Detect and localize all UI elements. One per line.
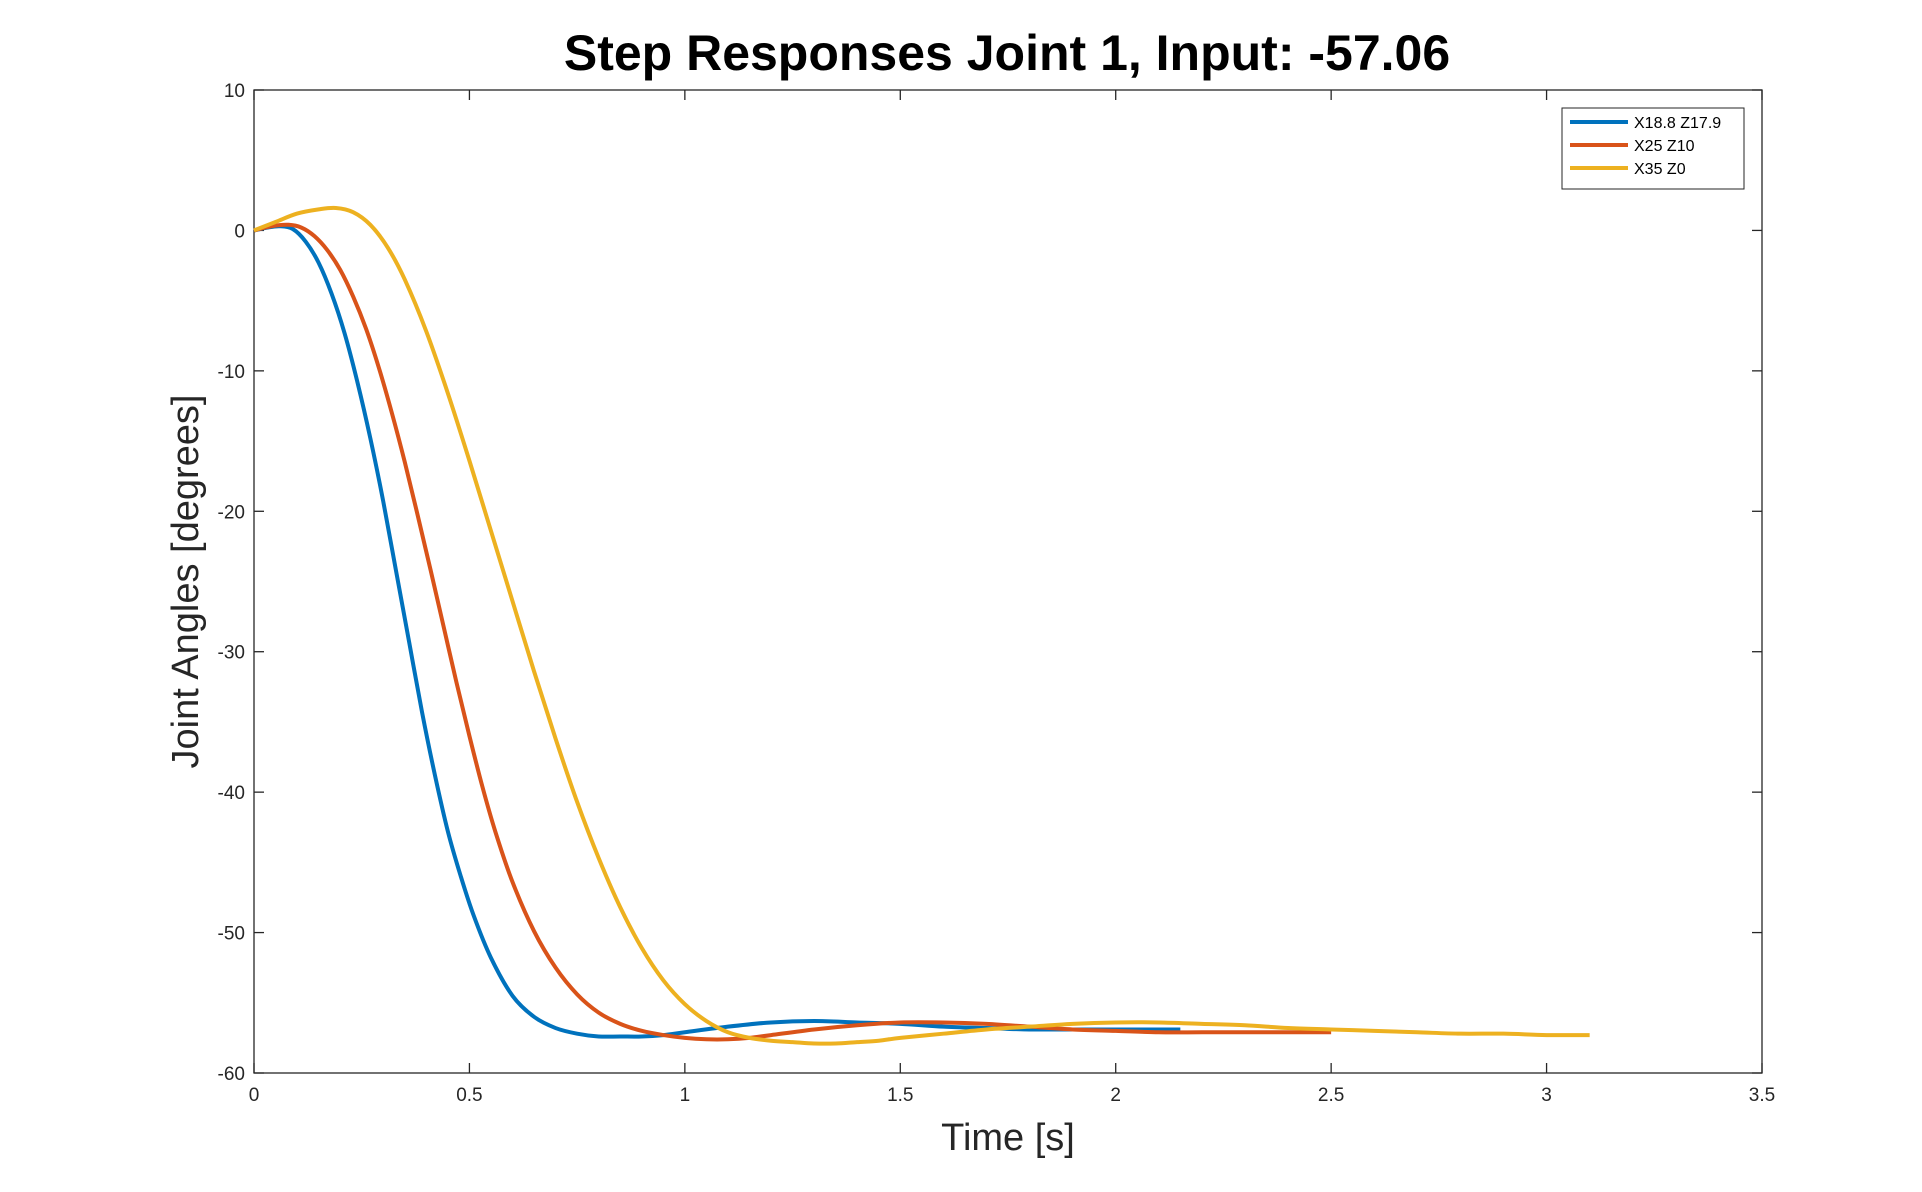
y-tick-label: 0 — [234, 221, 245, 242]
y-tick-label: -30 — [218, 643, 245, 664]
y-axis-label: Joint Angles [degrees] — [165, 395, 207, 769]
axes-box — [253, 89, 1763, 1074]
y-tick-label: -60 — [218, 1064, 245, 1085]
legend: X18.8 Z17.9 X25 Z10 X35 Z0 — [1561, 107, 1745, 190]
legend-entry: X18.8 Z17.9 — [1634, 115, 1721, 132]
x-axis-label: Time [s] — [941, 1117, 1075, 1159]
y-tick-label: -40 — [218, 783, 245, 804]
x-tick-label: 1 — [680, 1085, 691, 1106]
series-lines — [253, 205, 1590, 1046]
y-tick-label: 10 — [224, 81, 245, 102]
legend-entry: X25 Z10 — [1634, 138, 1695, 155]
legend-entry: X35 Z0 — [1634, 161, 1686, 178]
plot-area: 0 0.5 1 1.5 2 2.5 3 3.5 10 0 -10 -20 -30 -40 -50 -60 — [218, 81, 1776, 1106]
y-tick-label: -20 — [218, 502, 245, 523]
x-tick-label: 3 — [1541, 1085, 1552, 1106]
y-tick-label: -10 — [218, 362, 245, 383]
x-tick-label: 3.5 — [1749, 1085, 1775, 1106]
y-tick-label: -50 — [218, 924, 245, 945]
x-tick-label: 2.5 — [1318, 1085, 1344, 1106]
series-line-0 — [253, 224, 1181, 1039]
x-tick-label: 2 — [1110, 1085, 1121, 1106]
axis-ticks: 0 0.5 1 1.5 2 2.5 3 3.5 10 0 -10 -20 -30 -40 -50 -60 — [218, 81, 1776, 1106]
chart-title: Step Responses Joint 1, Input: -57.06 — [564, 25, 1450, 81]
series-line-2 — [253, 205, 1590, 1046]
x-tick-label: 0.5 — [456, 1085, 482, 1106]
x-tick-label: 0 — [249, 1085, 260, 1106]
x-tick-label: 1.5 — [887, 1085, 913, 1106]
